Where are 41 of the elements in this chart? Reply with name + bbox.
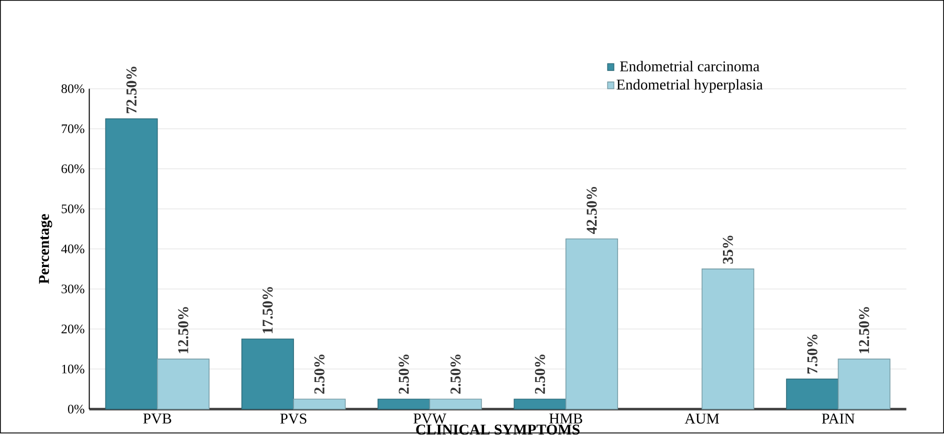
y-tick-label: 20% — [62, 324, 84, 334]
bar — [702, 268, 754, 410]
legend-label: Endometrial hyperplasia — [616, 79, 763, 93]
x-tick-label: PAIN — [822, 414, 855, 424]
y-tick-label: 40% — [61, 244, 84, 254]
y-tick-label: 10% — [62, 364, 84, 374]
y-tick-label: 0% — [68, 404, 84, 414]
data-label: 2.50% — [534, 354, 546, 394]
data-label: 2.50% — [314, 354, 325, 394]
data-label: 17.50% — [262, 287, 273, 334]
x-tick-label: PVB — [143, 414, 172, 424]
bar — [565, 238, 618, 410]
data-label: 7.50% — [807, 334, 818, 374]
data-label: 42.50% — [586, 186, 597, 234]
bar — [514, 398, 566, 410]
data-label: 12.50% — [859, 307, 870, 354]
y-tick-label: 50% — [62, 204, 84, 214]
y-tick-label: 60% — [62, 164, 84, 174]
bar — [156, 358, 210, 410]
x-axis-title: CLINICAL SYMPTOMS — [416, 424, 580, 435]
legend-label: Endometrial carcinoma — [620, 60, 760, 72]
bar — [378, 398, 430, 410]
data-label: 2.50% — [398, 354, 409, 394]
bar — [429, 398, 482, 410]
data-label: 72.50% — [126, 66, 137, 114]
y-tick-label: 80% — [61, 84, 84, 94]
x-tick-label: HMB — [549, 414, 582, 424]
bar — [105, 118, 158, 410]
x-tick-label: PVS — [280, 414, 306, 424]
data-label: 2.50% — [450, 354, 461, 394]
y-tick-label: 30% — [62, 284, 84, 294]
y-axis-title: Percentage — [39, 214, 52, 284]
bar — [293, 398, 346, 410]
y-tick-label: 70% — [62, 124, 84, 134]
x-tick-label: PVW — [414, 414, 446, 424]
data-label: 12.50% — [178, 307, 188, 354]
x-tick-label: AUM — [684, 414, 720, 424]
bar — [241, 338, 294, 410]
data-label: 35% — [722, 236, 734, 264]
bar — [838, 358, 890, 410]
bar — [786, 378, 839, 410]
